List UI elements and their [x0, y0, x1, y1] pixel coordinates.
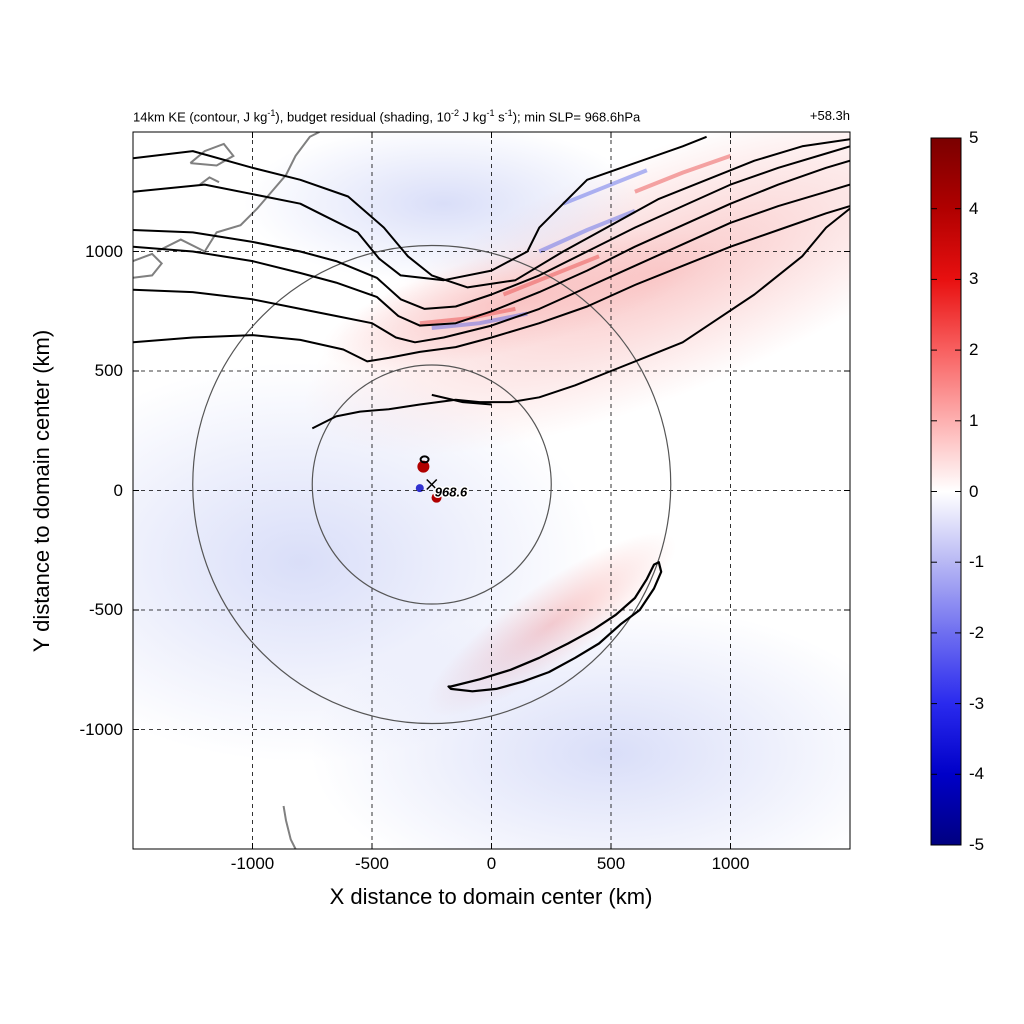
- y-tick-label: -1000: [79, 719, 123, 739]
- ke-contour: [133, 183, 850, 344]
- colorbar-tick-label: -1: [969, 552, 985, 572]
- x-tick-label: -500: [354, 854, 390, 873]
- x-tick-label: 1000: [711, 854, 750, 873]
- range-ring: [192, 244, 672, 725]
- plot-frame: [132, 131, 851, 850]
- title-part: ), budget residual (shading, 10: [275, 109, 452, 125]
- colorbar-tick-label: 2: [969, 340, 979, 360]
- shading-streak: [431, 311, 528, 330]
- shading-blob: [243, 132, 644, 284]
- ke-closed-contour: [447, 561, 663, 693]
- shading-blob: [311, 603, 850, 849]
- coastline-segment: [133, 252, 164, 279]
- grid-lines: [133, 132, 850, 849]
- colorbar-tick-label: -3: [969, 693, 985, 713]
- center-marker-stroke: [426, 478, 438, 491]
- shading-blob: [321, 228, 710, 371]
- title-superscript: -1: [504, 108, 513, 118]
- range-ring: [311, 364, 552, 605]
- colorbar-tick-label: -2: [969, 622, 985, 642]
- coastline-segment: [199, 176, 220, 186]
- ke-contour: [133, 159, 850, 327]
- colorbar-ticks: [931, 137, 961, 846]
- storm-core-shading: [431, 492, 442, 503]
- x-axis-label: X distance to domain center (km): [329, 884, 653, 909]
- range-rings: [192, 244, 672, 725]
- title-part: s: [494, 109, 505, 125]
- shading-streak: [538, 209, 636, 254]
- coastline: [133, 132, 320, 849]
- shading-streak: [562, 168, 648, 206]
- colorbar-tick-label: 4: [969, 198, 979, 218]
- y-tick-label: 0: [113, 480, 123, 500]
- storm-core-shading: [415, 484, 424, 493]
- title-superscript: -1: [486, 108, 495, 118]
- colorbar-tick-label: 1: [969, 410, 979, 430]
- ke-small-contour: [419, 455, 430, 464]
- storm-core-shading: [417, 460, 430, 473]
- title-part: J kg: [459, 109, 487, 125]
- title-part: ); min SLP= 968.6hPa: [512, 109, 641, 125]
- ke-contour: [133, 145, 850, 310]
- y-tick-label: -500: [88, 600, 123, 619]
- min-slp-label: 968.6: [435, 485, 468, 500]
- ke-contours: [133, 135, 850, 693]
- chart-title: 14km KE (contour, J kg-1), budget residu…: [133, 108, 640, 124]
- colorbar-tick-label: -4: [969, 764, 985, 784]
- colorbar-tick-label: 0: [969, 481, 979, 501]
- x-tick-label: -1000: [230, 854, 275, 873]
- x-tick-label: 500: [596, 854, 626, 873]
- ke-contour: [133, 138, 850, 289]
- colorbar-tick-label: 3: [969, 269, 979, 289]
- shading-streak: [634, 154, 732, 194]
- storm-center: 968.6: [426, 478, 470, 501]
- ke-contour: [133, 135, 707, 282]
- title-superscript: -1: [267, 108, 276, 118]
- title-part: 14km KE (contour, J kg: [133, 109, 268, 125]
- coastline-segment: [282, 805, 297, 849]
- title-superscript: -2: [451, 108, 460, 118]
- ke-contour: [431, 393, 492, 406]
- colorbar-tick-label: -5: [969, 835, 985, 854]
- x-tick-label: 0: [486, 854, 497, 873]
- shading-streak: [502, 254, 600, 297]
- forecast-time-label: +58.3h: [809, 108, 850, 123]
- coastline-segment: [156, 132, 320, 253]
- ke-contour: [311, 207, 850, 430]
- ke-contour: [133, 205, 850, 363]
- y-tick-label: 500: [94, 361, 123, 380]
- colorbar-tick-label: 5: [969, 128, 979, 147]
- y-tick-label: 1000: [85, 241, 123, 261]
- y-axis-label: Y distance to domain center (km): [29, 329, 54, 653]
